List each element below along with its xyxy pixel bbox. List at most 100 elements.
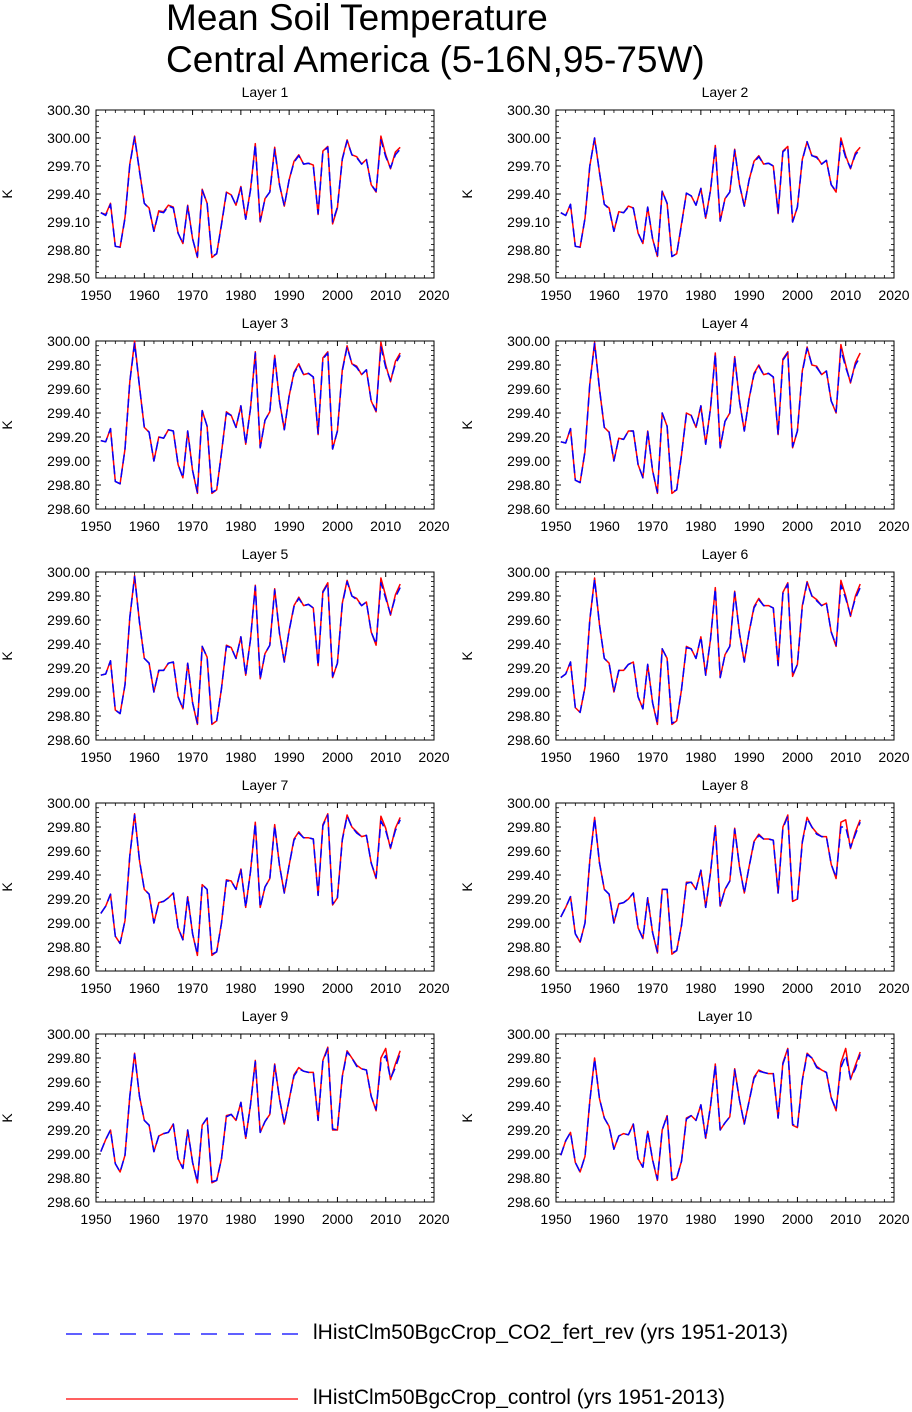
y-tick-label: 299.80 bbox=[47, 1050, 90, 1066]
y-tick-label: 298.80 bbox=[47, 1170, 90, 1186]
y-tick-label: 298.60 bbox=[47, 501, 90, 517]
x-tick-label: 1950 bbox=[80, 749, 111, 765]
y-axis-label-layer-8: K bbox=[459, 882, 475, 892]
x-tick-label: 2020 bbox=[418, 518, 449, 534]
x-tick-label: 1970 bbox=[177, 749, 208, 765]
panel-frame-layer-4 bbox=[555, 340, 895, 510]
y-tick-label: 299.40 bbox=[507, 405, 550, 421]
x-tick-label: 1950 bbox=[540, 518, 571, 534]
y-axis-label-layer-5: K bbox=[0, 651, 15, 661]
y-tick-label: 298.60 bbox=[47, 732, 90, 748]
y-tick-label: 299.80 bbox=[47, 357, 90, 373]
y-tick-label: 300.00 bbox=[507, 564, 550, 580]
y-tick-label: 299.00 bbox=[507, 453, 550, 469]
x-tick-label: 1990 bbox=[274, 749, 305, 765]
x-tick-label: 1960 bbox=[589, 518, 620, 534]
panel-title-layer-4: Layer 4 bbox=[702, 315, 749, 331]
y-tick-label: 298.80 bbox=[507, 1170, 550, 1186]
y-tick-label: 298.80 bbox=[47, 477, 90, 493]
y-tick-label: 299.70 bbox=[507, 158, 550, 174]
x-tick-label: 2020 bbox=[878, 518, 909, 534]
x-tick-label: 1990 bbox=[274, 518, 305, 534]
y-tick-label: 299.80 bbox=[507, 357, 550, 373]
y-tick-label: 299.00 bbox=[47, 915, 90, 931]
x-tick-label: 1970 bbox=[177, 287, 208, 303]
x-tick-label: 2010 bbox=[830, 1211, 861, 1227]
y-tick-label: 299.40 bbox=[47, 1098, 90, 1114]
x-tick-label: 2010 bbox=[370, 518, 401, 534]
x-tick-label: 1990 bbox=[734, 1211, 765, 1227]
y-tick-label: 299.40 bbox=[47, 405, 90, 421]
y-tick-label: 299.40 bbox=[507, 1098, 550, 1114]
y-tick-label: 299.20 bbox=[507, 891, 550, 907]
x-tick-label: 1970 bbox=[637, 1211, 668, 1227]
y-tick-label: 299.60 bbox=[507, 612, 550, 628]
series-co2-fert-rev-layer-9 bbox=[100, 1047, 401, 1183]
y-tick-label: 299.20 bbox=[47, 660, 90, 676]
x-tick-label: 2000 bbox=[782, 1211, 813, 1227]
x-tick-label: 1950 bbox=[540, 1211, 571, 1227]
y-tick-label: 300.00 bbox=[507, 795, 550, 811]
y-tick-label: 299.00 bbox=[507, 1146, 550, 1162]
x-tick-label: 1960 bbox=[129, 287, 160, 303]
x-tick-label: 1950 bbox=[80, 980, 111, 996]
x-tick-label: 1950 bbox=[540, 980, 571, 996]
x-tick-label: 1980 bbox=[685, 1211, 716, 1227]
panel-frame-layer-8 bbox=[555, 802, 895, 972]
panel-title-layer-7: Layer 7 bbox=[242, 777, 289, 793]
y-tick-label: 298.60 bbox=[507, 732, 550, 748]
y-tick-label: 298.80 bbox=[507, 477, 550, 493]
x-tick-label: 2020 bbox=[418, 287, 449, 303]
x-tick-label: 1980 bbox=[225, 1211, 256, 1227]
y-tick-label: 300.00 bbox=[47, 1026, 90, 1042]
x-tick-label: 2020 bbox=[418, 1211, 449, 1227]
y-tick-label: 298.50 bbox=[47, 270, 90, 286]
x-tick-label: 1990 bbox=[734, 749, 765, 765]
y-tick-label: 298.60 bbox=[47, 1194, 90, 1210]
y-tick-label: 300.00 bbox=[47, 333, 90, 349]
x-tick-label: 1970 bbox=[637, 749, 668, 765]
y-tick-label: 299.60 bbox=[47, 1074, 90, 1090]
x-tick-label: 2010 bbox=[370, 980, 401, 996]
series-co2-fert-rev-layer-10 bbox=[560, 1048, 861, 1180]
x-tick-label: 1990 bbox=[274, 1211, 305, 1227]
x-tick-label: 1990 bbox=[734, 518, 765, 534]
x-tick-label: 2010 bbox=[830, 518, 861, 534]
x-tick-label: 1970 bbox=[177, 1211, 208, 1227]
y-tick-label: 299.40 bbox=[47, 636, 90, 652]
y-tick-label: 299.60 bbox=[507, 1074, 550, 1090]
x-tick-label: 2020 bbox=[878, 749, 909, 765]
y-tick-label: 299.60 bbox=[47, 843, 90, 859]
y-tick-label: 300.00 bbox=[47, 564, 90, 580]
panel-title-layer-10: Layer 10 bbox=[698, 1008, 753, 1024]
y-axis-label-layer-4: K bbox=[459, 420, 475, 430]
y-tick-label: 299.40 bbox=[47, 867, 90, 883]
y-tick-label: 299.00 bbox=[47, 1146, 90, 1162]
x-tick-label: 1980 bbox=[225, 980, 256, 996]
y-tick-label: 298.60 bbox=[47, 963, 90, 979]
panel-frame-layer-9 bbox=[95, 1033, 435, 1203]
y-tick-label: 299.40 bbox=[47, 186, 90, 202]
y-tick-label: 299.60 bbox=[507, 381, 550, 397]
y-tick-label: 300.00 bbox=[47, 795, 90, 811]
x-tick-label: 1970 bbox=[177, 518, 208, 534]
chart-title-line-1: Mean Soil Temperature bbox=[166, 0, 548, 38]
x-tick-label: 2000 bbox=[322, 980, 353, 996]
x-tick-label: 1990 bbox=[734, 980, 765, 996]
y-tick-label: 299.80 bbox=[507, 588, 550, 604]
y-tick-label: 299.10 bbox=[47, 214, 90, 230]
y-axis-label-layer-2: K bbox=[459, 189, 475, 199]
x-tick-label: 2020 bbox=[878, 1211, 909, 1227]
y-tick-label: 299.60 bbox=[47, 612, 90, 628]
x-tick-label: 2010 bbox=[830, 287, 861, 303]
panel-frame-layer-5 bbox=[95, 571, 435, 741]
x-tick-label: 1970 bbox=[637, 287, 668, 303]
series-co2-fert-rev-layer-6 bbox=[560, 578, 861, 724]
y-tick-label: 300.00 bbox=[507, 333, 550, 349]
y-tick-label: 299.40 bbox=[507, 867, 550, 883]
x-tick-label: 1950 bbox=[540, 749, 571, 765]
series-co2-fert-rev-layer-8 bbox=[560, 815, 861, 954]
y-axis-label-layer-3: K bbox=[0, 420, 15, 430]
